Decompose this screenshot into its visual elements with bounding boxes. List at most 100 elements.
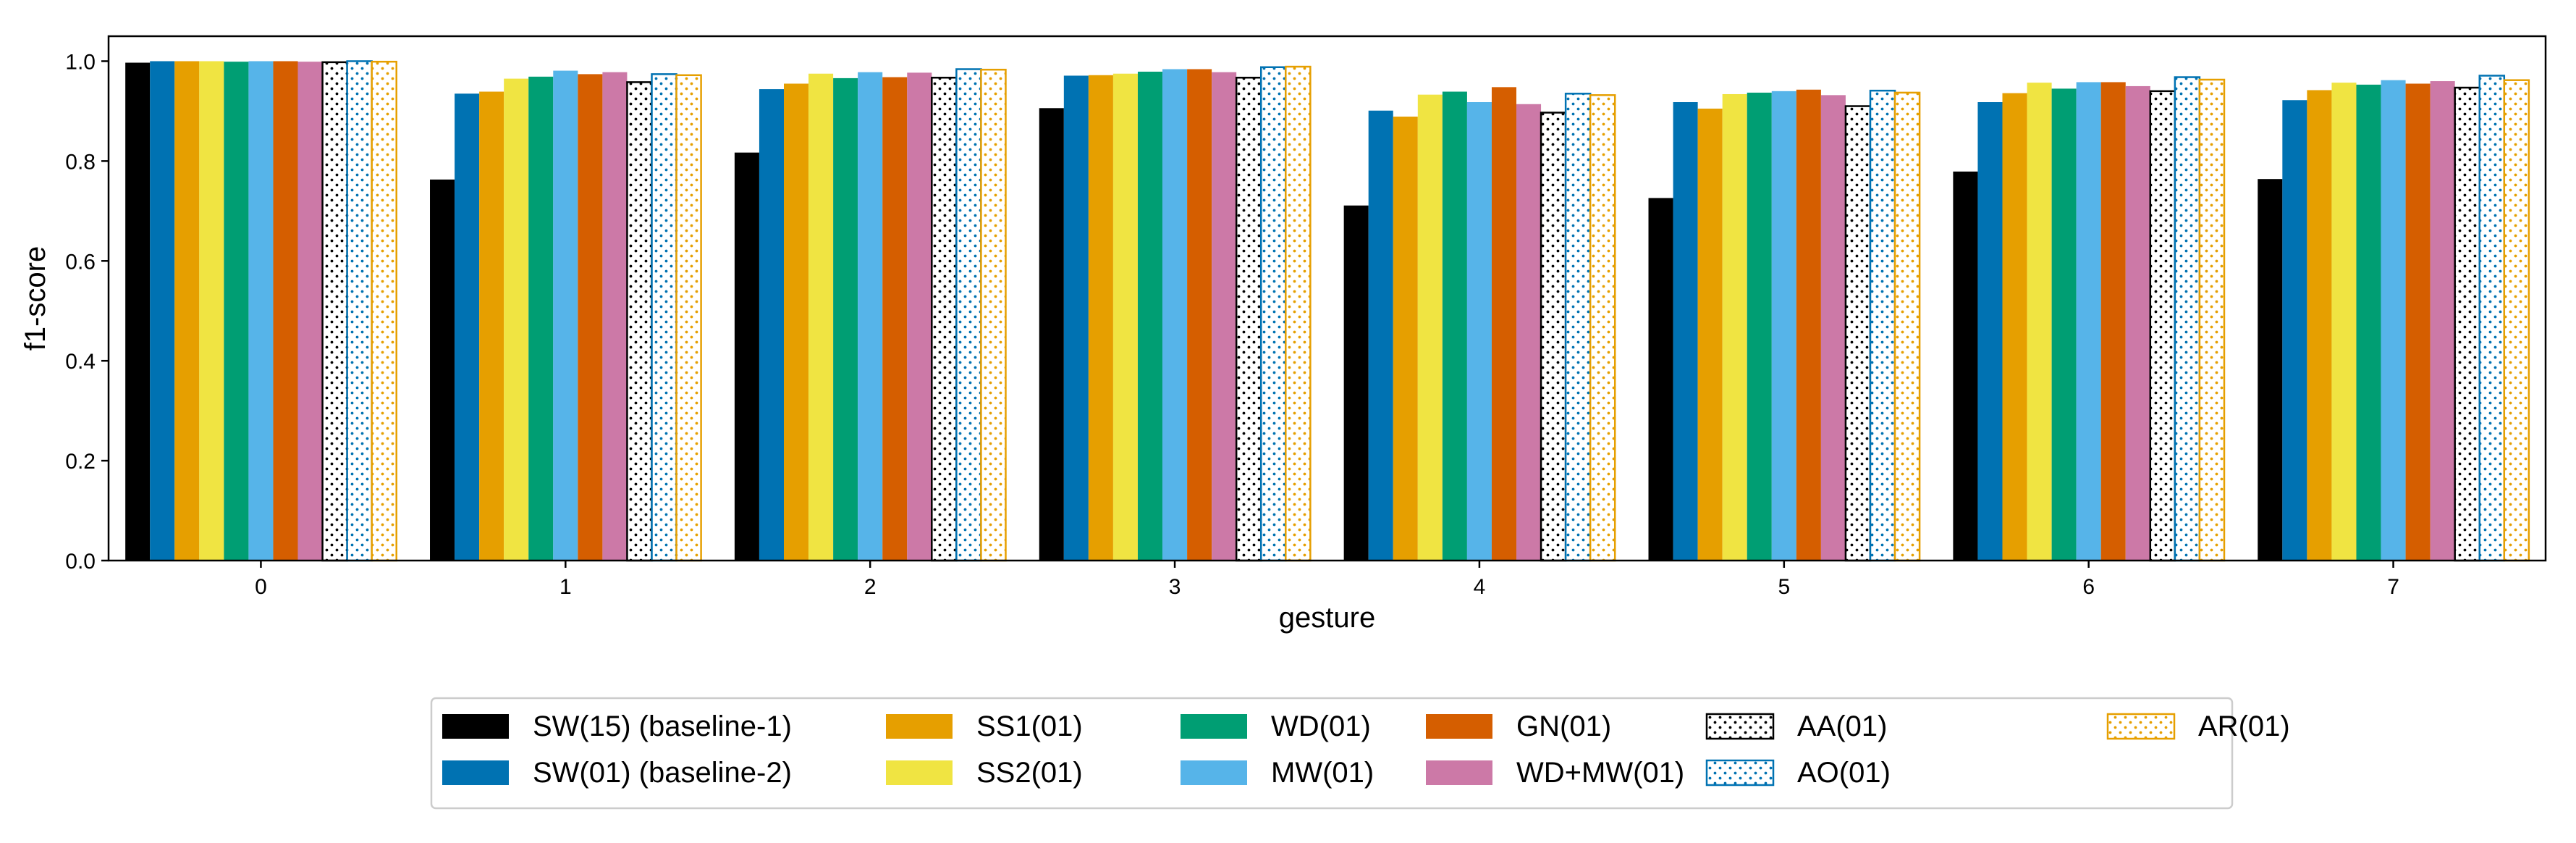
legend-swatch bbox=[1181, 760, 1247, 785]
bar bbox=[734, 152, 759, 561]
legend-swatch bbox=[1426, 714, 1492, 739]
legend-item: WD(01) bbox=[1181, 710, 1371, 742]
legend-label: SS2(01) bbox=[976, 757, 1083, 789]
bar bbox=[1162, 69, 1188, 561]
bar bbox=[321, 61, 348, 562]
bar bbox=[174, 61, 200, 561]
bar bbox=[430, 179, 455, 561]
y-tick-label: 0.6 bbox=[65, 250, 96, 274]
bar bbox=[1343, 205, 1369, 561]
bar bbox=[2027, 83, 2052, 561]
y-tick-label: 0.8 bbox=[65, 150, 96, 174]
bar bbox=[1796, 89, 1821, 561]
bar bbox=[2454, 86, 2480, 562]
x-tick-label: 6 bbox=[2082, 575, 2095, 599]
y-axis: 0.0 0.2 0.4 0.6 0.8 1.0 bbox=[65, 50, 109, 574]
bar bbox=[759, 89, 784, 561]
bar bbox=[1466, 102, 1492, 561]
bar bbox=[808, 73, 834, 561]
bar bbox=[371, 60, 397, 562]
bar bbox=[1564, 93, 1592, 562]
legend-item: SS2(01) bbox=[886, 757, 1083, 789]
legend-item: SW(01) (baseline-2) bbox=[442, 757, 792, 789]
x-tick-label: 5 bbox=[1778, 575, 1790, 599]
bar bbox=[1516, 104, 1542, 561]
bar bbox=[1747, 92, 1772, 561]
bar bbox=[651, 73, 677, 562]
bar bbox=[626, 81, 653, 562]
plot-frame bbox=[107, 35, 2547, 562]
bar bbox=[1697, 108, 1723, 561]
legend-label: SS1(01) bbox=[976, 710, 1083, 742]
legend-label: SW(15) (baseline-1) bbox=[533, 710, 792, 742]
bar bbox=[2198, 78, 2226, 562]
x-axis: 0 1 2 3 4 5 6 7 bbox=[255, 561, 2399, 599]
legend-swatch bbox=[442, 760, 509, 785]
bar bbox=[2002, 93, 2027, 561]
legend-item: AR(01) bbox=[2106, 710, 2290, 742]
x-tick-label: 4 bbox=[1474, 575, 1486, 599]
bar bbox=[2381, 80, 2406, 561]
x-tick-label: 7 bbox=[2387, 575, 2399, 599]
legend-label: AA(01) bbox=[1797, 710, 1888, 742]
legend-label: WD+MW(01) bbox=[1516, 757, 1684, 789]
bar bbox=[125, 62, 151, 561]
bar bbox=[248, 61, 274, 561]
plot-area bbox=[125, 60, 2530, 562]
bar bbox=[955, 68, 982, 562]
legend-box bbox=[430, 697, 2234, 810]
bar bbox=[528, 76, 554, 561]
bar bbox=[2430, 81, 2455, 561]
bar bbox=[1260, 66, 1287, 562]
bar bbox=[1491, 87, 1517, 561]
bar bbox=[1869, 89, 1896, 562]
bar bbox=[784, 83, 809, 561]
bar bbox=[675, 74, 702, 562]
legend-item: WD+MW(01) bbox=[1426, 757, 1684, 789]
bar bbox=[1540, 112, 1567, 562]
bar bbox=[1820, 95, 1846, 561]
bar bbox=[1088, 75, 1113, 561]
bar bbox=[455, 93, 480, 561]
legend-swatch bbox=[442, 714, 509, 739]
bar bbox=[1722, 93, 1747, 561]
bar bbox=[980, 68, 1007, 562]
bar bbox=[1137, 71, 1163, 561]
bar bbox=[2149, 90, 2176, 562]
legend-swatch bbox=[1705, 759, 1775, 787]
bar bbox=[931, 76, 958, 562]
legend-label: SW(01) (baseline-2) bbox=[533, 757, 792, 789]
legend-label: WD(01) bbox=[1271, 710, 1371, 742]
bar bbox=[1844, 105, 1872, 562]
bar bbox=[1039, 108, 1064, 561]
bar bbox=[273, 61, 298, 561]
legend: SW(15) (baseline-1) SW(01) (baseline-2) SS… bbox=[430, 697, 2290, 810]
legend-item: AO(01) bbox=[1705, 757, 1891, 789]
bar bbox=[2125, 85, 2150, 561]
bar bbox=[1648, 198, 1673, 561]
bar bbox=[150, 61, 175, 561]
bar bbox=[504, 78, 529, 561]
bar bbox=[199, 61, 224, 561]
bar bbox=[297, 62, 323, 561]
bar bbox=[1589, 94, 1616, 562]
bar bbox=[578, 74, 603, 561]
y-axis-title: f1-score bbox=[20, 246, 51, 351]
bar bbox=[2307, 90, 2332, 561]
bar bbox=[553, 70, 578, 561]
bar bbox=[2100, 82, 2126, 561]
legend-swatch bbox=[1426, 760, 1492, 785]
bar bbox=[2174, 76, 2201, 562]
bar bbox=[1771, 91, 1796, 561]
bar bbox=[1235, 76, 1262, 562]
bar bbox=[224, 62, 249, 561]
bar bbox=[346, 60, 373, 562]
bar bbox=[1368, 110, 1393, 561]
bar bbox=[1442, 91, 1467, 561]
bar bbox=[1187, 69, 1212, 561]
legend-item: SS1(01) bbox=[886, 710, 1083, 742]
x-axis-title: gesture bbox=[1279, 602, 1375, 634]
bar bbox=[2405, 83, 2431, 561]
bar bbox=[1393, 117, 1418, 561]
